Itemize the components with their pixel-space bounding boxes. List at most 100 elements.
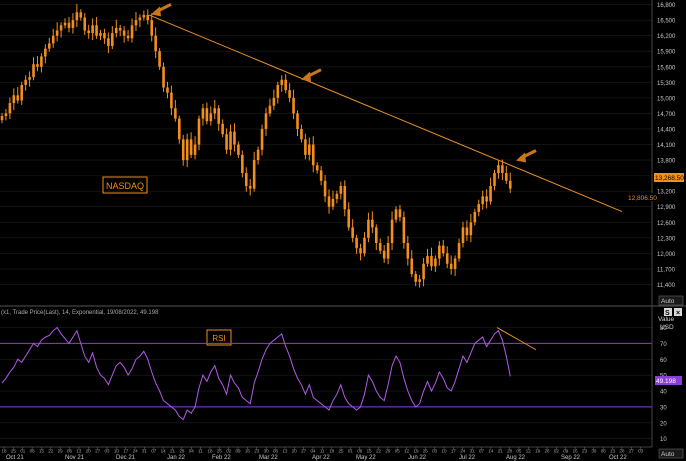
candle-body bbox=[465, 227, 469, 236]
x-day-label: 30 bbox=[264, 449, 270, 454]
x-day-label: 06 bbox=[67, 449, 73, 454]
candle-body bbox=[107, 38, 110, 47]
candle-body bbox=[67, 22, 71, 28]
candle-body bbox=[142, 14, 146, 18]
candle-body bbox=[351, 227, 354, 238]
price-grid bbox=[0, 4, 652, 285]
candle-body bbox=[185, 139, 189, 161]
highlight-arrow bbox=[301, 68, 322, 82]
x-day-label: 19 bbox=[413, 449, 419, 454]
x-day-label: 06 bbox=[601, 449, 607, 454]
x-day-label: 13 bbox=[282, 449, 288, 454]
candle-body bbox=[111, 33, 114, 47]
candle-body bbox=[91, 25, 94, 34]
candle-body bbox=[8, 103, 12, 114]
svg-text:×: × bbox=[676, 310, 680, 317]
auto-button-bottom[interactable] bbox=[658, 448, 684, 459]
nasdaq-label-box bbox=[102, 176, 148, 194]
candle-body bbox=[493, 173, 496, 186]
candle-body bbox=[505, 173, 508, 181]
candle-body bbox=[122, 30, 126, 36]
candle-body bbox=[315, 165, 319, 171]
x-day-label: 05 bbox=[516, 449, 522, 454]
x-day-label: 28 bbox=[507, 449, 513, 454]
x-day-label: 20 bbox=[292, 449, 298, 454]
svg-text:49.198: 49.198 bbox=[656, 378, 676, 385]
x-day-label: 26 bbox=[545, 449, 551, 454]
x-day-label: 19 bbox=[535, 449, 541, 454]
x-day-label: 18 bbox=[207, 449, 213, 454]
candle-body bbox=[71, 20, 75, 28]
x-day-label: 12 bbox=[404, 449, 410, 454]
rsi-series-line bbox=[1, 326, 511, 421]
x-day-label: 13 bbox=[76, 449, 82, 454]
x-day-label: 23 bbox=[582, 449, 588, 454]
x-day-label: 09 bbox=[236, 449, 242, 454]
candle-body bbox=[339, 185, 343, 194]
price-tick-label: 14,100 bbox=[657, 143, 676, 149]
candle-body bbox=[430, 255, 433, 267]
x-axis: 18 25 01 08 15 22 29 06 13 20 27 03 10 17 24 31 07 14 21 28… bbox=[0, 446, 652, 461]
rsi-tick-label: 80 bbox=[660, 326, 667, 332]
x-day-label: 08 bbox=[357, 449, 363, 454]
candle-body bbox=[44, 48, 47, 57]
candle-body bbox=[453, 258, 457, 269]
candle-body bbox=[103, 33, 106, 39]
candle-body bbox=[24, 79, 27, 85]
candle-body bbox=[311, 144, 315, 166]
price-tick-label: 16,800 bbox=[657, 3, 676, 9]
x-day-label: 29 bbox=[58, 449, 64, 454]
x-month-label: Jan 22 bbox=[167, 455, 186, 461]
rsi-tick-label: 60 bbox=[660, 358, 667, 364]
trendline-end-label: 12,806.50 bbox=[624, 193, 658, 202]
candle-body bbox=[241, 154, 244, 174]
x-day-label: 27 bbox=[301, 449, 307, 454]
candle-body bbox=[449, 263, 453, 269]
x-day-label: 03 bbox=[432, 449, 438, 454]
candle-body bbox=[248, 185, 252, 189]
candle-body bbox=[497, 165, 500, 174]
rsi-tick-label: 10 bbox=[660, 437, 667, 443]
candle-body bbox=[363, 237, 366, 254]
candle-body bbox=[485, 196, 488, 202]
x-day-label: 25 bbox=[339, 449, 345, 454]
candle-body bbox=[355, 237, 358, 249]
x-day-label: 26 bbox=[423, 449, 429, 454]
price-trendline bbox=[148, 14, 623, 213]
candle-body bbox=[28, 77, 31, 80]
rsi-value-label: 49.198 bbox=[655, 376, 682, 385]
price-tick-label: 15,900 bbox=[657, 50, 676, 56]
x-day-label: 10 bbox=[114, 449, 120, 454]
x-day-label: 03 bbox=[104, 449, 110, 454]
x-day-label: 30 bbox=[591, 449, 597, 454]
x-day-label: 16 bbox=[573, 449, 579, 454]
highlight-arrow bbox=[516, 149, 537, 163]
price-tick-label: 13,800 bbox=[657, 159, 676, 165]
price-tick-label: 14,700 bbox=[657, 112, 676, 118]
auto-button-top[interactable] bbox=[658, 295, 684, 306]
candle-body bbox=[390, 219, 394, 243]
panel-controls[interactable]: S × bbox=[664, 308, 682, 317]
candle-body bbox=[457, 242, 461, 259]
highlight-arrow bbox=[151, 3, 172, 17]
x-day-label: 01 bbox=[348, 449, 354, 454]
candle-body bbox=[441, 245, 445, 254]
candle-body bbox=[402, 217, 406, 243]
candle-body bbox=[347, 209, 351, 228]
candle-body bbox=[264, 113, 268, 129]
candle-body bbox=[343, 185, 347, 210]
x-day-label: 15 bbox=[367, 449, 373, 454]
candle-body bbox=[418, 279, 421, 282]
x-day-label: 21 bbox=[498, 449, 504, 454]
x-day-label: 22 bbox=[376, 449, 382, 454]
x-month-label: Sep 22 bbox=[561, 455, 581, 461]
candle-body bbox=[197, 118, 201, 145]
x-day-label: 31 bbox=[142, 449, 148, 454]
candle-body bbox=[201, 108, 205, 119]
candle-body bbox=[296, 113, 299, 129]
candle-body bbox=[481, 196, 484, 205]
candle-body bbox=[461, 227, 465, 243]
candle-body bbox=[438, 245, 441, 259]
x-day-label: 29 bbox=[385, 449, 391, 454]
